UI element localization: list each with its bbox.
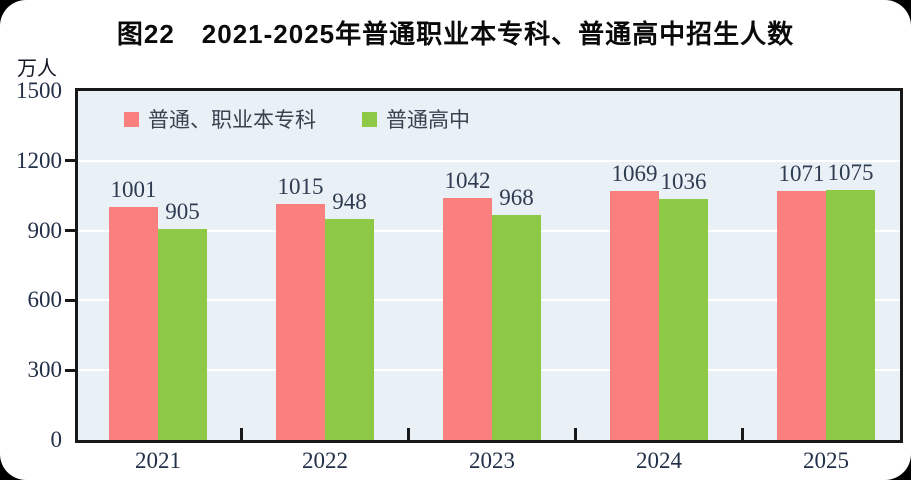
value-label-series2-2025: 1075 xyxy=(827,160,874,185)
x-axis-tick-1 xyxy=(240,428,243,440)
value-label-series1-2025: 1071 xyxy=(778,161,825,186)
bars-layer: 1001 905 1015 948 1042 968 1069 1036 1071 1075 xyxy=(78,91,900,440)
value-label-series1-2021: 1001 xyxy=(110,177,157,202)
x-axis-label-2023: 2023 xyxy=(469,448,515,473)
bar-series2-2023 xyxy=(492,215,541,440)
y-axis-label-1500: 1500 xyxy=(16,78,62,103)
x-axis-tick-2 xyxy=(407,428,410,440)
x-axis-tick-3 xyxy=(574,428,577,440)
bar-series2-2024 xyxy=(659,199,708,440)
y-axis-label-600: 600 xyxy=(27,287,63,313)
x-axis-label-2025: 2025 xyxy=(803,448,849,473)
legend-item-series2: 普通高中 xyxy=(362,104,470,134)
y-axis-label-0: 0 xyxy=(50,427,63,452)
bar-series2-2021 xyxy=(158,229,207,440)
legend-item-series1: 普通、职业本专科 xyxy=(124,104,316,134)
y-axis-tick-900 xyxy=(65,229,75,233)
legend-swatch-green xyxy=(362,111,377,127)
y-axis-tick-300 xyxy=(65,368,75,372)
bar-series2-2025 xyxy=(826,190,875,440)
value-label-series1-2023: 1042 xyxy=(444,168,491,193)
y-axis-label-300: 300 xyxy=(27,357,63,383)
legend-swatch-red xyxy=(124,111,139,127)
y-axis-unit-label: 万人 xyxy=(17,58,57,80)
legend-label-series2: 普通高中 xyxy=(386,108,470,132)
value-label-series1-2022: 1015 xyxy=(277,174,324,199)
bar-series1-2022 xyxy=(276,204,325,440)
value-label-series2-2023: 968 xyxy=(499,185,534,210)
y-axis-tick-1200 xyxy=(65,159,75,163)
value-label-series2-2022: 948 xyxy=(332,189,367,214)
value-label-series2-2021: 905 xyxy=(165,199,200,224)
y-axis-label-1200: 1200 xyxy=(16,147,62,173)
bar-series1-2025 xyxy=(777,191,826,440)
bar-series1-2024 xyxy=(610,191,659,440)
legend: 普通、职业本专科 普通高中 xyxy=(124,104,470,134)
y-axis-label-900: 900 xyxy=(27,217,63,243)
x-axis-label-2021: 2021 xyxy=(135,448,181,473)
legend-label-series1: 普通、职业本专科 xyxy=(148,108,316,132)
value-label-series2-2024: 1036 xyxy=(660,169,707,194)
bar-series2-2022 xyxy=(325,219,374,440)
y-axis-tick-600 xyxy=(65,298,75,302)
x-axis-label-2022: 2022 xyxy=(302,448,348,473)
bar-series1-2021 xyxy=(109,207,158,440)
chart-title: 图22 2021-2025年普通职业本专科、普通高中招生人数 xyxy=(116,19,795,49)
plot-area: 普通、职业本专科 普通高中 1001 905 1015 948 1042 968 1069 1… xyxy=(75,88,903,443)
x-axis-label-2024: 2024 xyxy=(636,448,682,473)
value-label-series1-2024: 1069 xyxy=(611,161,658,186)
x-axis-tick-4 xyxy=(741,428,744,440)
bar-series1-2023 xyxy=(443,198,492,440)
gridline-1200 xyxy=(78,159,900,162)
